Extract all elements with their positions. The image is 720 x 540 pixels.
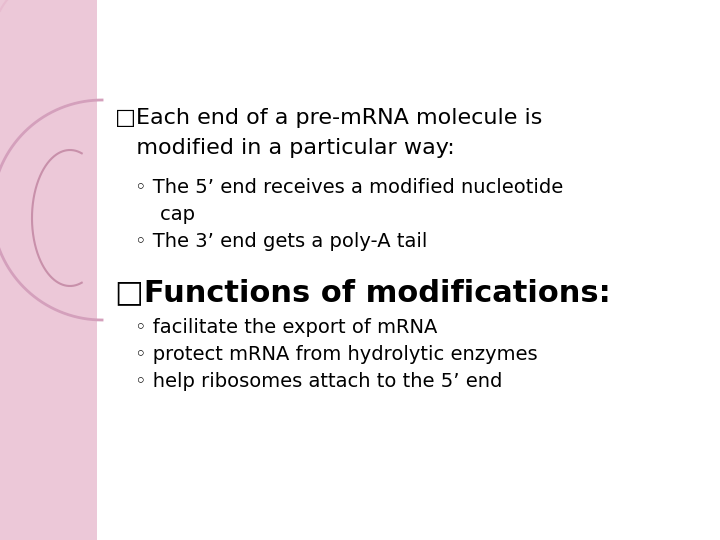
Text: □Each end of a pre-mRNA molecule is: □Each end of a pre-mRNA molecule is bbox=[115, 108, 543, 128]
Text: cap: cap bbox=[135, 205, 195, 224]
Text: ◦ protect mRNA from hydrolytic enzymes: ◦ protect mRNA from hydrolytic enzymes bbox=[135, 345, 538, 364]
Text: ◦ The 5’ end receives a modified nucleotide: ◦ The 5’ end receives a modified nucleot… bbox=[135, 178, 564, 197]
Text: modified in a particular way:: modified in a particular way: bbox=[115, 138, 455, 158]
Bar bbox=[0, 0, 97, 540]
Text: ◦ help ribosomes attach to the 5’ end: ◦ help ribosomes attach to the 5’ end bbox=[135, 372, 503, 391]
Text: □Functions of modifications:: □Functions of modifications: bbox=[115, 278, 611, 307]
Text: ◦ facilitate the export of mRNA: ◦ facilitate the export of mRNA bbox=[135, 318, 438, 337]
Text: ◦ The 3’ end gets a poly-A tail: ◦ The 3’ end gets a poly-A tail bbox=[135, 232, 428, 251]
